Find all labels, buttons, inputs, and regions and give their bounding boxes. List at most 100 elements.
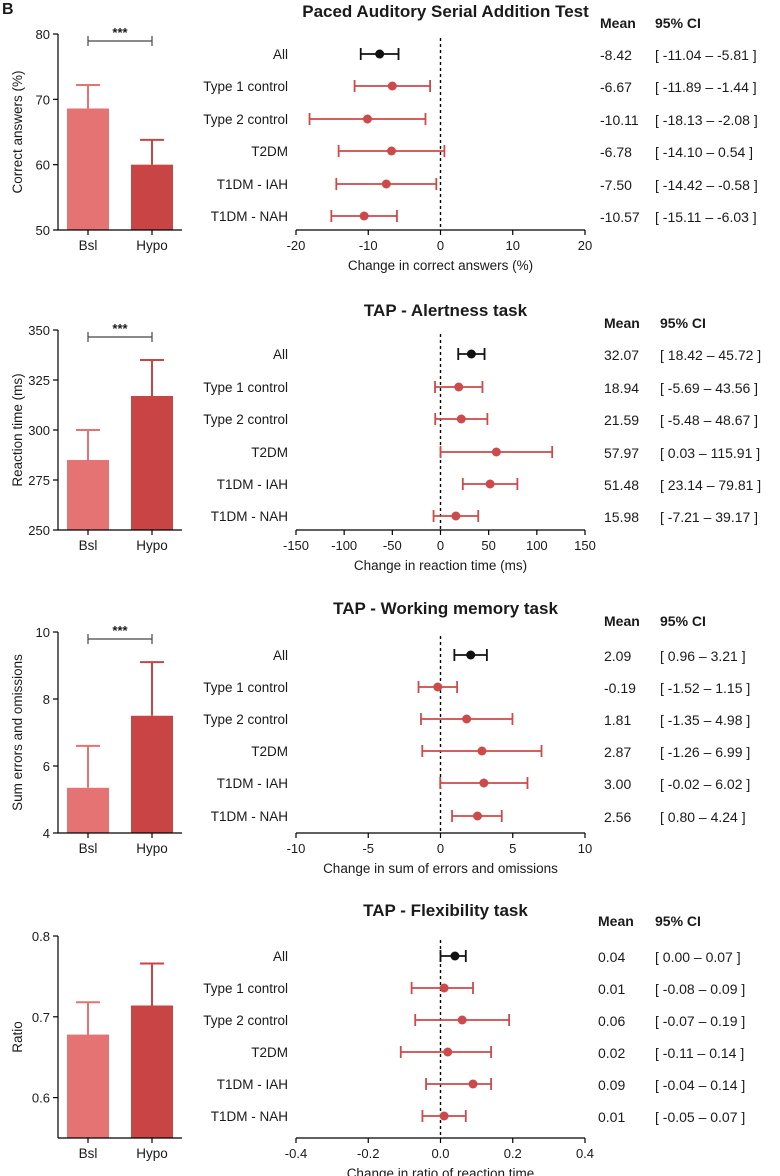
- y-tick-label: 250: [28, 523, 50, 538]
- row-label: Type 1 control: [203, 380, 288, 395]
- forest-row: Type 1 control 0.01 [ -0.08 – 0.09 ]: [203, 981, 745, 997]
- forest-row: Type 1 control 18.94 [ -5.69 – 43.56 ]: [203, 380, 758, 396]
- mean-point: [479, 778, 489, 788]
- row-label: T2DM: [251, 144, 288, 159]
- bar-hypo: [131, 164, 173, 230]
- bar-bsl: [67, 108, 109, 230]
- forest-row: T1DM - IAH 3.00 [ -0.02 – 6.02 ]: [217, 776, 751, 792]
- bar-chart: Bsl Hypo 50 60 70 80 Correct answers (%) ***: [10, 25, 182, 253]
- mean-value: -8.42: [600, 47, 632, 63]
- ci-column-header: 95% CI: [655, 913, 701, 929]
- forest-x-tick-label: 0: [437, 841, 444, 856]
- panel-title: TAP - Flexibility task: [363, 901, 528, 920]
- ci-value: [ -0.07 – 0.19 ]: [655, 1013, 745, 1029]
- y-tick-label: 6: [43, 759, 50, 774]
- mean-point: [454, 382, 464, 392]
- ci-value: [ -1.26 – 6.99 ]: [660, 744, 750, 760]
- mean-value: 2.56: [604, 809, 631, 825]
- ci-value: [ -11.04 – -5.81 ]: [655, 47, 757, 63]
- bar-chart: Bsl Hypo 250 275 300 325 350 Reaction time (ms)…: [10, 321, 182, 553]
- mean-column-header: Mean: [600, 15, 636, 31]
- mean-point: [462, 714, 472, 724]
- figure-label: B: [2, 1, 14, 18]
- forest-row: Type 1 control -6.67 [ -11.89 – -1.44 ]: [203, 79, 757, 95]
- ci-value: [ -18.13 – -2.08 ]: [655, 112, 758, 128]
- bar-hypo: [131, 715, 173, 833]
- forest-row: All 32.07 [ 18.42 – 45.72 ]: [273, 347, 761, 363]
- mean-value: 32.07: [604, 347, 639, 363]
- row-label: Type 2 control: [203, 1013, 288, 1028]
- row-label: T1DM - NAH: [211, 509, 288, 524]
- ci-value: [ 23.14 – 79.81 ]: [660, 477, 761, 493]
- forest-row: Type 2 control 1.81 [ -1.35 – 4.98 ]: [203, 712, 750, 728]
- forest-row: Type 2 control 21.59 [ -5.48 – 48.67 ]: [203, 412, 758, 428]
- panel-3: TAP - Working memory task Bsl Hypo 4 6 8 10 Sum…: [10, 599, 750, 876]
- y-tick-label: 350: [28, 323, 50, 338]
- y-tick-label: 275: [28, 473, 50, 488]
- mean-point: [362, 114, 372, 124]
- row-label: Type 2 control: [203, 712, 288, 727]
- x-tick-label: Hypo: [136, 538, 168, 553]
- forest-row: T2DM 0.02 [ -0.11 – 0.14 ]: [251, 1045, 744, 1061]
- x-tick-label: Bsl: [79, 1146, 98, 1161]
- forest-plot: -10 -5 0 5 10 Change in sum of errors and omi…: [203, 636, 750, 876]
- forest-row: T1DM - IAH 0.09 [ -0.04 – 0.14 ]: [217, 1077, 746, 1093]
- ci-value: [ -0.04 – 0.14 ]: [655, 1077, 745, 1093]
- x-tick-label: Bsl: [79, 538, 98, 553]
- forest-row: T2DM 57.97 [ 0.03 – 115.91 ]: [251, 445, 760, 461]
- ci-value: [ -7.21 – 39.17 ]: [660, 509, 758, 525]
- row-label: Type 2 control: [203, 412, 288, 427]
- row-label: T1DM - IAH: [217, 776, 288, 791]
- x-tick-label: Bsl: [79, 238, 98, 253]
- mean-value: 0.02: [598, 1045, 625, 1061]
- row-label: T2DM: [251, 445, 288, 460]
- mean-value: 0.06: [598, 1013, 625, 1029]
- row-label: T1DM - NAH: [211, 809, 288, 824]
- forest-x-tick-label: -50: [383, 538, 402, 553]
- y-tick-label: 325: [28, 373, 50, 388]
- y-tick-label: 8: [43, 692, 50, 707]
- forest-x-tick-label: 20: [578, 238, 592, 253]
- row-label: Type 1 control: [203, 981, 288, 996]
- mean-point: [443, 1047, 453, 1057]
- forest-row: T1DM - NAH 2.56 [ 0.80 – 4.24 ]: [211, 809, 746, 825]
- forest-x-axis-label: Change in reaction time (ms): [354, 558, 527, 573]
- forest-x-tick-label: 10: [578, 841, 592, 856]
- mean-point: [491, 447, 501, 457]
- row-label: All: [273, 47, 288, 62]
- forest-x-axis-label: Change in sum of errors and omissions: [323, 861, 558, 876]
- panel-title: TAP - Working memory task: [333, 599, 558, 618]
- mean-point: [451, 511, 461, 521]
- mean-point: [450, 951, 460, 961]
- forest-row: T1DM - IAH 51.48 [ 23.14 – 79.81 ]: [217, 477, 761, 493]
- row-label: All: [273, 648, 288, 663]
- y-tick-label: 10: [36, 625, 50, 640]
- ci-value: [ -5.69 – 43.56 ]: [660, 380, 758, 396]
- mean-point: [457, 1015, 467, 1025]
- mean-value: -7.50: [600, 177, 632, 193]
- forest-plot: -150 -100 -50 0 50 100 150 Change in reaction t…: [203, 334, 761, 573]
- forest-x-tick-label: 10: [506, 238, 520, 253]
- ci-value: [ 0.80 – 4.24 ]: [660, 809, 746, 825]
- mean-point: [477, 746, 487, 756]
- forest-row: T2DM -6.78 [ -14.10 – 0.54 ]: [251, 144, 753, 160]
- ci-value: [ -11.89 – -1.44 ]: [655, 79, 757, 95]
- forest-x-tick-label: 0: [437, 538, 444, 553]
- row-label: All: [273, 347, 288, 362]
- panel-title: TAP - Alertness task: [364, 301, 528, 320]
- mean-value: 1.81: [604, 712, 631, 728]
- significance-label: ***: [112, 321, 128, 336]
- mean-point: [381, 179, 391, 189]
- forest-row: T1DM - NAH 15.98 [ -7.21 – 39.17 ]: [211, 509, 758, 525]
- forest-x-tick-label: -10: [287, 841, 306, 856]
- mean-point: [472, 811, 482, 821]
- panel-title: Paced Auditory Serial Addition Test: [302, 2, 589, 21]
- mean-value: 0.01: [598, 1109, 625, 1125]
- mean-value: -6.67: [600, 79, 632, 95]
- y-tick-label: 60: [36, 158, 50, 173]
- forest-x-tick-label: 50: [481, 538, 495, 553]
- x-tick-label: Bsl: [79, 841, 98, 856]
- y-tick-label: 80: [36, 27, 50, 42]
- forest-x-tick-label: -150: [283, 538, 309, 553]
- ci-value: [ -0.11 – 0.14 ]: [655, 1045, 744, 1061]
